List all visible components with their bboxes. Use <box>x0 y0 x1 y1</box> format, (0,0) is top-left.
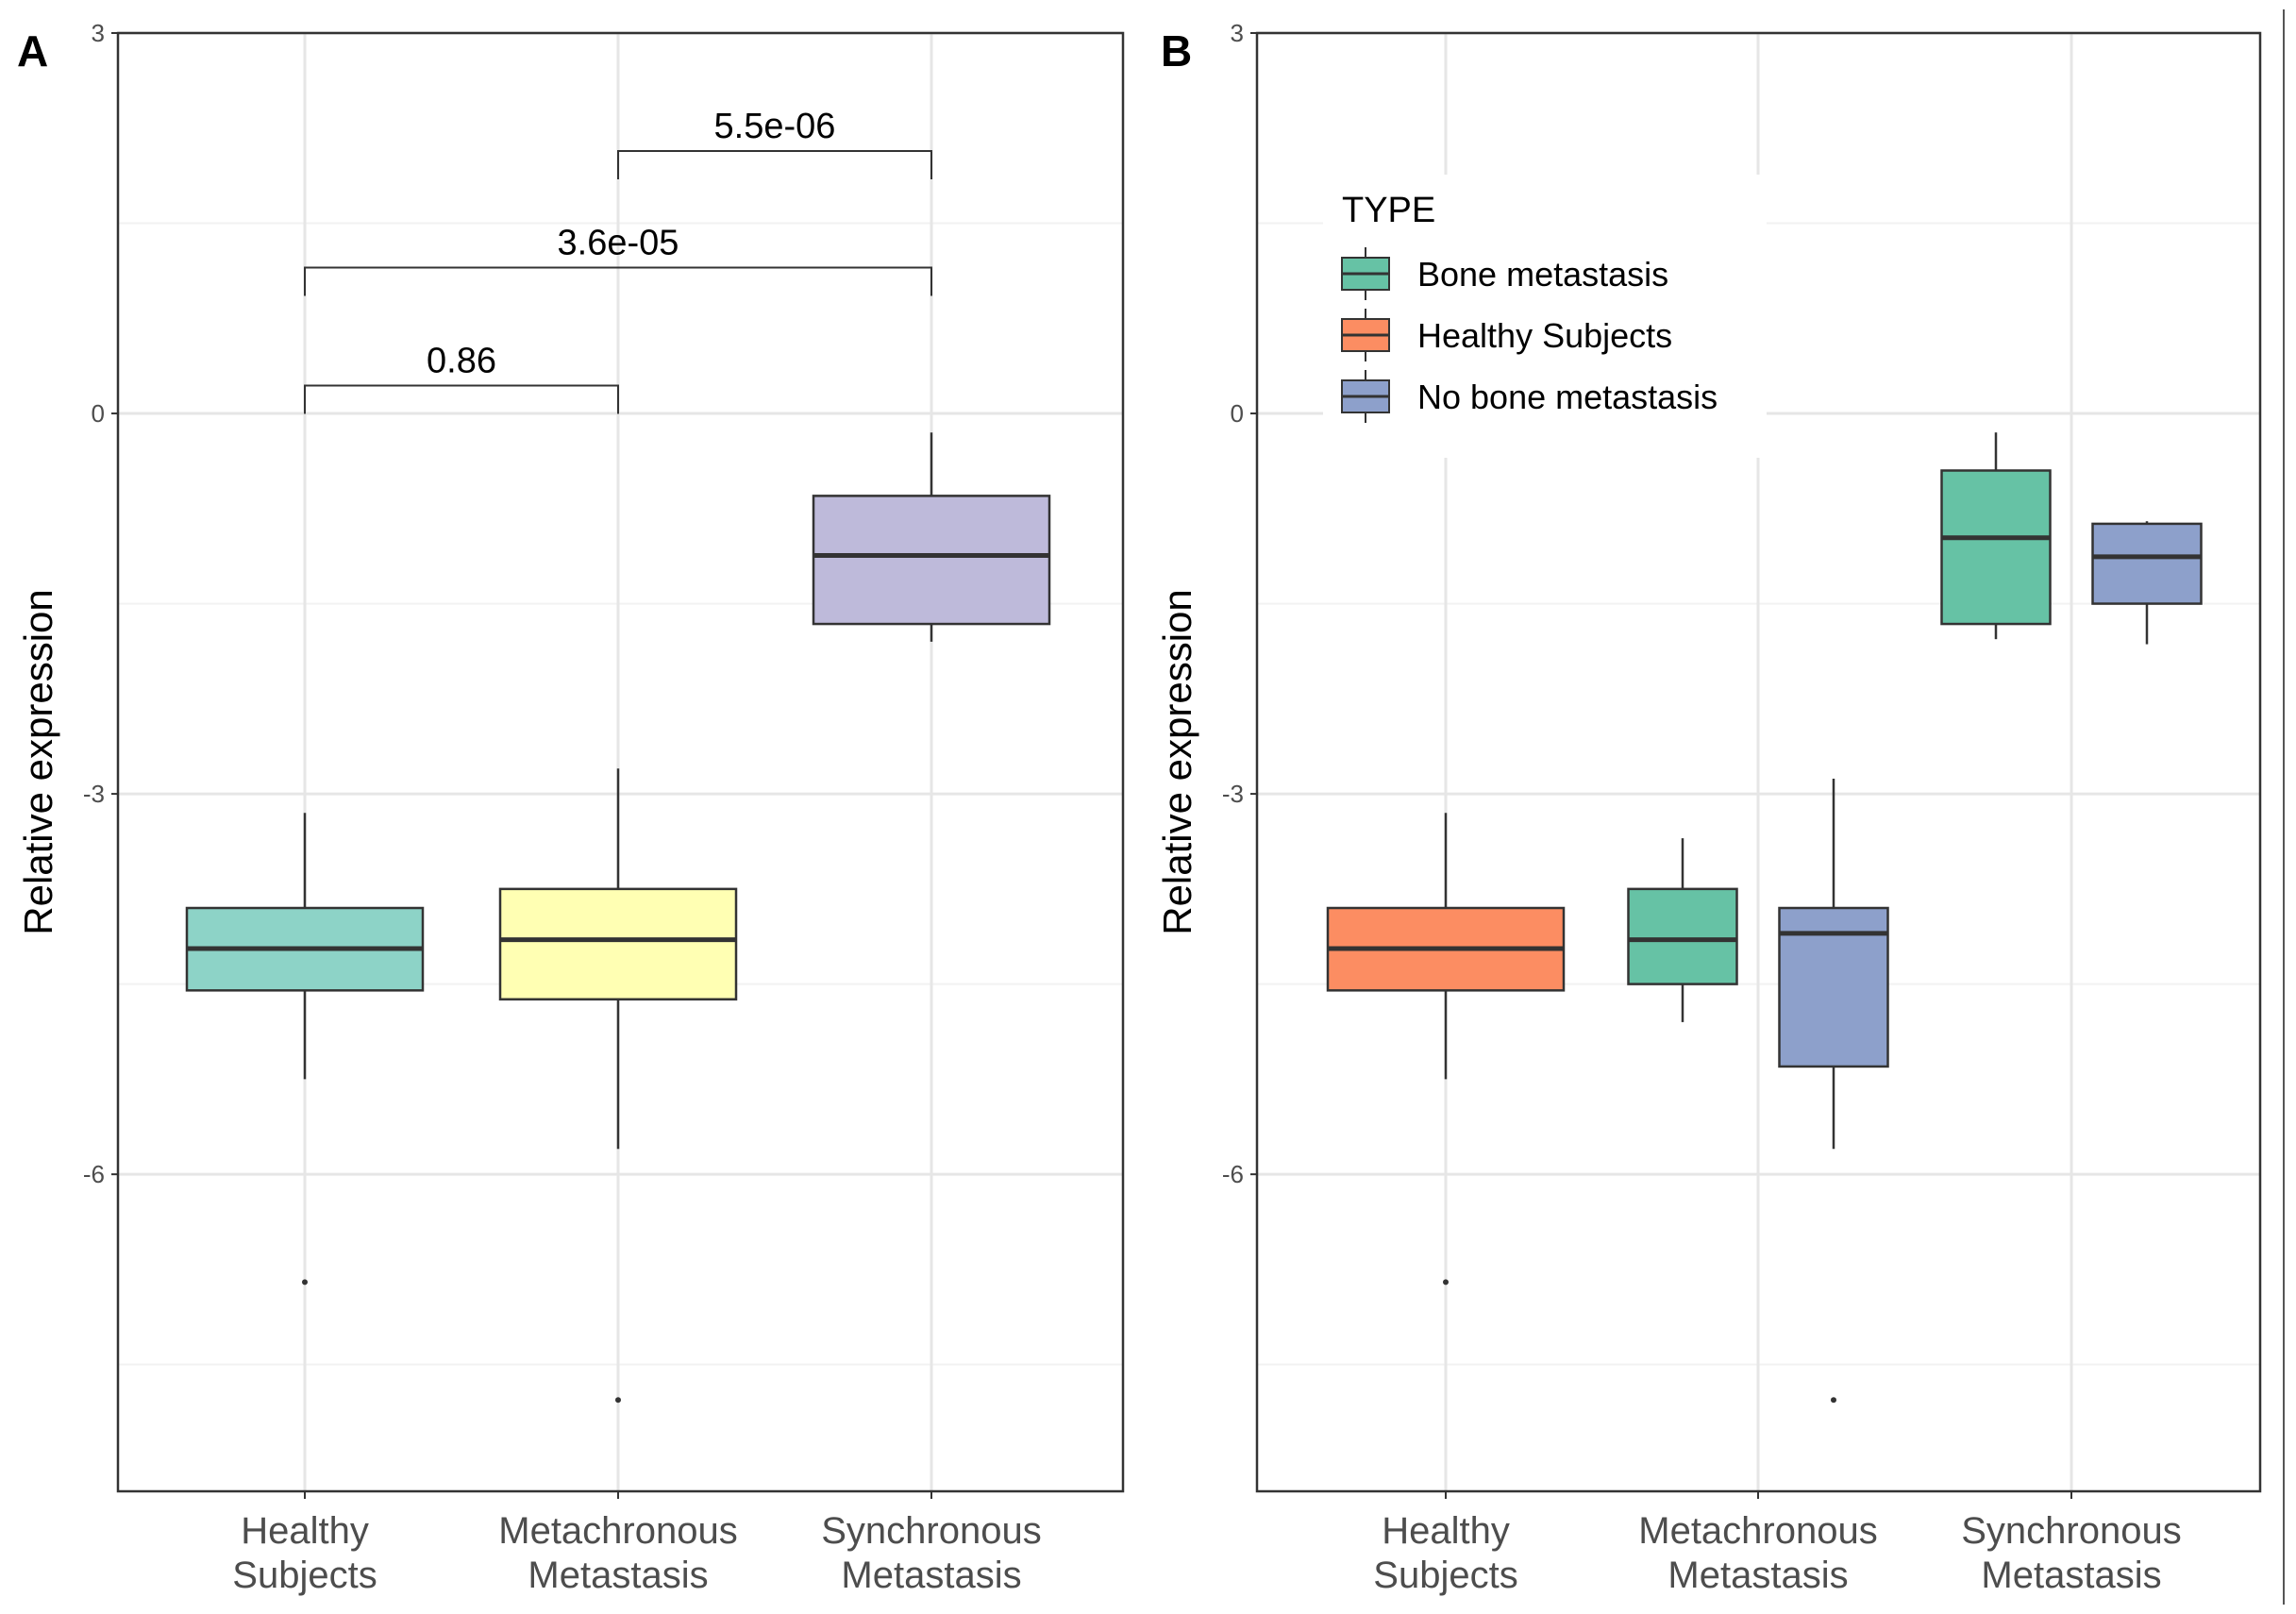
legend-entry: Healthy Subjects <box>1341 309 1672 361</box>
bracket-line <box>304 266 932 296</box>
box-1 <box>498 768 738 1404</box>
bracket-line <box>304 384 619 414</box>
y-tick-label: -6 <box>1222 1160 1244 1188</box>
box-1-no-bone-metastasis <box>1778 778 1889 1404</box>
legend: TYPE Bone metastasis Healthy Subjects No bo… <box>1323 175 1767 458</box>
box-1-bone-metastasis <box>1627 838 1738 1022</box>
legend-background <box>1323 175 1767 458</box>
x-tick-label-line2: Metastasis <box>1981 1555 2161 1596</box>
y-tick-label: 3 <box>92 19 105 47</box>
box-body <box>2091 522 2203 605</box>
legend-label: No bone metastasis <box>1417 378 1718 416</box>
box-2-bone-metastasis <box>1940 432 2052 640</box>
outlier-point <box>1831 1397 1836 1404</box>
box-2 <box>812 432 1051 642</box>
legend-entry: No bone metastasis <box>1341 370 1718 423</box>
x-tick-label-line1: Metachronous <box>1638 1510 1877 1552</box>
box-0 <box>185 813 425 1286</box>
p-value-label: 3.6e-05 <box>558 224 679 263</box>
x-tick-label-line1: Healthy <box>241 1510 369 1552</box>
x-tick-label-line2: Metastasis <box>1668 1555 1848 1596</box>
y-tick-label: -6 <box>83 1160 105 1188</box>
comparison-bracket: 5.5e-06 <box>617 107 932 179</box>
panel-label: A <box>17 26 48 76</box>
y-tick-label: -3 <box>1222 780 1244 808</box>
y-tick-label: -3 <box>83 780 105 808</box>
y-axis-title: Relative expression <box>1155 589 1199 935</box>
x-tick-label-line1: Synchronous <box>821 1510 1041 1552</box>
x-tick-label-line1: Synchronous <box>1961 1510 2181 1552</box>
box-0-healthy-subjects <box>1326 813 1566 1286</box>
comparison-bracket: 0.86 <box>304 341 619 414</box>
x-tick-label-line1: Metachronous <box>498 1510 737 1552</box>
x-tick-label-line2: Metastasis <box>841 1555 1021 1596</box>
panel-b: -6 -3 0 3 TYPE Bone metastasis Healthy Subject… <box>1155 19 2262 1596</box>
legend-label: Healthy Subjects <box>1417 316 1672 355</box>
x-tick-label-line1: Healthy <box>1382 1510 1510 1552</box>
outlier-point <box>615 1397 621 1404</box>
comparison-bracket: 3.6e-05 <box>304 224 932 296</box>
y-tick-label: 3 <box>1231 19 1244 47</box>
panel-border <box>116 31 1125 1493</box>
x-tick-label-line2: Subjects <box>1373 1555 1517 1596</box>
box-body <box>1940 469 2052 626</box>
outlier-point <box>302 1279 308 1286</box>
p-value-label: 5.5e-06 <box>714 107 836 146</box>
y-axis-title: Relative expression <box>16 589 60 935</box>
p-value-label: 0.86 <box>427 341 496 380</box>
box-2-no-bone-metastasis <box>2091 521 2203 645</box>
box-body <box>1627 887 1738 985</box>
box-body <box>812 495 1051 626</box>
bracket-line <box>617 149 932 179</box>
x-tick-label-line2: Subjects <box>232 1555 377 1596</box>
legend-title: TYPE <box>1342 191 1435 230</box>
legend-entry: Bone metastasis <box>1341 247 1668 300</box>
y-tick-label: 0 <box>1231 399 1244 428</box>
box-body <box>498 887 738 1000</box>
plot-background <box>118 33 1123 1491</box>
panel-label: B <box>1161 26 1192 76</box>
y-tick-label: 0 <box>92 399 105 428</box>
outlier-point <box>1443 1279 1449 1286</box>
x-tick-label-line2: Metastasis <box>528 1555 708 1596</box>
legend-label: Bone metastasis <box>1417 255 1668 294</box>
